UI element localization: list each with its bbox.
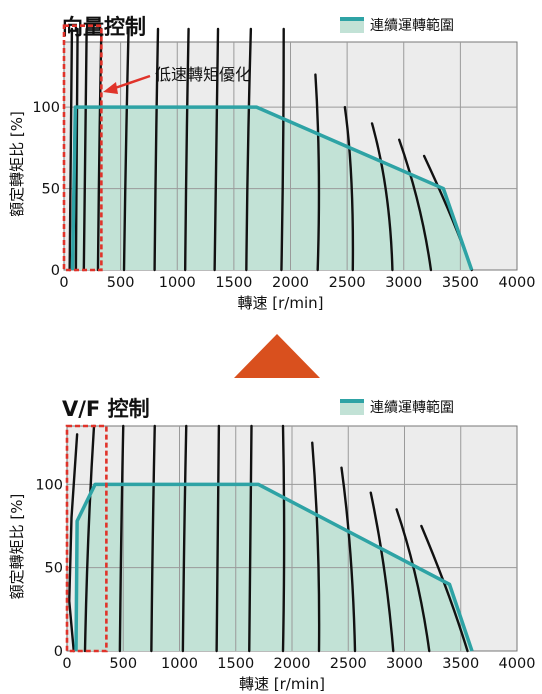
x-tick-label: 1000 [161,656,198,672]
x-tick-label: 500 [107,275,135,291]
torque-curve-11 [343,105,355,272]
continuous-region-outline [70,105,474,271]
torque-curve-4 [122,27,130,272]
x-tick-label: 4000 [499,275,536,291]
transition-arrow-icon [234,334,320,378]
y-axis-title: 額定轉矩比 [%] [8,111,26,217]
torque-curve-6 [248,424,253,653]
torque-curve-11 [395,508,431,653]
y-tick-label: 0 [54,644,63,660]
y-tick-label: 0 [51,263,60,279]
x-tick-label: 3000 [385,275,422,291]
x-tick-label: 1000 [159,275,196,291]
x-tick-label: 2500 [330,656,367,672]
y-axis-title: 額定轉矩比 [%] [8,494,26,600]
torque-curve-0 [68,27,74,272]
x-tick-label: 1500 [215,275,252,291]
torque-curve-12 [420,524,469,653]
torque-curve-10 [369,491,395,653]
torque-curve-1 [83,424,96,653]
torque-curve-8 [311,441,321,653]
torque-curve-9 [340,466,357,653]
torque-curve-6 [183,27,190,272]
torque-curve-9 [280,27,285,272]
torque-curve-4 [181,424,188,653]
legend-label: 連續運轉範圍 [370,17,454,34]
x-tick-label: 1500 [217,656,254,672]
legend-label: 連續運轉範圍 [370,399,454,416]
callout-arrow-head [103,82,118,94]
y-tick-label: 50 [42,182,60,198]
torque-curve-7 [213,27,220,272]
torque-curve-0 [68,433,79,653]
x-tick-label: 0 [59,275,68,291]
continuous-region-outline [74,482,474,652]
x-tick-label: 0 [62,656,71,672]
x-tick-label: 3500 [442,656,479,672]
y-tick-label: 50 [45,561,63,577]
callout-label: 低速轉矩優化 [155,65,251,84]
torque-curve-2 [118,424,125,653]
x-axis-title: 轉速 [r/min] [238,294,324,312]
x-axis-title: 轉速 [r/min] [239,675,325,693]
torque-curve-5 [215,424,221,653]
chart-title: V/F 控制 [62,397,150,421]
x-tick-label: 500 [109,656,137,672]
torque-curve-3 [150,424,156,653]
torque-curve-10 [314,73,321,272]
low-speed-highlight-box [62,24,103,272]
x-tick-label: 4000 [499,656,536,672]
torque-curve-7 [281,424,286,653]
torque-curve-8 [245,27,253,272]
x-tick-label: 2000 [274,656,311,672]
x-tick-label: 3000 [386,656,423,672]
torque-curve-12 [370,122,394,272]
x-tick-label: 2500 [329,275,366,291]
x-tick-label: 3500 [442,275,479,291]
torque-curve-2 [82,27,88,272]
low-speed-highlight-box [65,424,108,653]
torque-curve-5 [153,27,160,272]
torque-curve-3 [96,27,103,272]
x-tick-label: 2000 [272,275,309,291]
torque-curve-1 [74,27,79,272]
y-tick-label: 100 [35,477,63,493]
torque-curve-13 [398,138,433,272]
y-tick-label: 100 [32,100,60,116]
callout-arrow-shaft [111,74,151,91]
